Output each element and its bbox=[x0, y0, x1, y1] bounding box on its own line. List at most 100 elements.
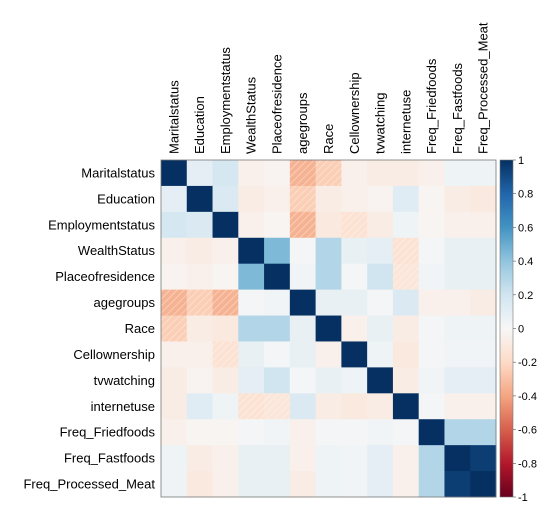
heatmap-cell-freq-fastfoods-cellownership bbox=[341, 445, 368, 472]
heatmap-cell-placeofresidence-placeofresidence bbox=[264, 263, 291, 291]
heatmap-cell-internetuse-race bbox=[315, 393, 342, 420]
heatmap-cell-freq-processed-meat-employmentstatus bbox=[212, 471, 239, 498]
heatmap-border bbox=[160, 159, 497, 498]
row-label-tvwatching: tvwatching bbox=[94, 373, 155, 388]
heatmap-cell-wealthstatus-education bbox=[186, 237, 213, 265]
column-label-freq-friedfoods: Freq_Friedfoods bbox=[424, 58, 439, 154]
row-label-freq-friedfoods: Freq_Friedfoods bbox=[60, 425, 156, 440]
heatmap-cell-education-education bbox=[186, 185, 213, 213]
colorbar-tick-label: -0.8 bbox=[518, 458, 537, 470]
heatmap-cell-maritalstatus-cellownership bbox=[341, 160, 368, 187]
heatmap-cell-freq-fastfoods-education bbox=[186, 445, 213, 472]
heatmap-cell-freq-processed-meat-internetuse bbox=[392, 471, 420, 498]
heatmap-cell-freq-friedfoods-maritalstatus bbox=[161, 419, 188, 446]
heatmap-cell-tvwatching-placeofresidence bbox=[264, 367, 291, 394]
heatmap-cell-internetuse-freq-fastfoods bbox=[444, 393, 471, 420]
heatmap-cell-hatch-placeofresidence-internetuse bbox=[392, 263, 419, 290]
heatmap-cell-tvwatching-agegroups bbox=[289, 367, 317, 394]
heatmap-cell-race-freq-friedfoods bbox=[418, 315, 445, 342]
heatmap-cell-wealthstatus-tvwatching bbox=[367, 237, 394, 265]
heatmap-cell-tvwatching-freq-friedfoods bbox=[418, 367, 445, 394]
heatmap-cell-tvwatching-tvwatching bbox=[367, 367, 394, 394]
column-label-wealthstatus: WealthStatus bbox=[244, 76, 259, 154]
heatmap-cell-freq-fastfoods-employmentstatus bbox=[212, 445, 239, 472]
heatmap-cell-freq-processed-meat-agegroups bbox=[289, 471, 317, 498]
row-label-employmentstatus: Employmentstatus bbox=[48, 217, 155, 232]
heatmap-cell-education-freq-processed-meat bbox=[470, 185, 497, 213]
heatmap-cell-race-placeofresidence bbox=[264, 315, 291, 342]
heatmap-cell-employmentstatus-education bbox=[186, 211, 213, 239]
row-labels: Maritalstatus Education Employmentstatus We… bbox=[23, 165, 155, 491]
heatmap-cell-internetuse-employmentstatus bbox=[212, 393, 239, 420]
heatmap-cell-internetuse-cellownership bbox=[341, 393, 368, 420]
heatmap-cell-wealthstatus-agegroups bbox=[289, 237, 317, 265]
heatmap-cell-race-tvwatching bbox=[367, 315, 394, 342]
heatmap-cell-freq-processed-meat-cellownership bbox=[341, 471, 368, 498]
heatmap-cell-freq-fastfoods-agegroups bbox=[289, 445, 317, 472]
heatmap-cell-agegroups-freq-processed-meat bbox=[470, 289, 497, 316]
heatmap-cell-tvwatching-cellownership bbox=[341, 367, 368, 394]
heatmap-cell-education-employmentstatus bbox=[212, 185, 239, 213]
heatmap-cell-agegroups-race bbox=[315, 289, 342, 316]
heatmap-cell-maritalstatus-freq-processed-meat bbox=[470, 160, 497, 187]
heatmap-cell-freq-friedfoods-placeofresidence bbox=[264, 419, 291, 446]
heatmap-cell-hatch-employmentstatus-agegroups bbox=[289, 211, 316, 238]
heatmap-cell-education-internetuse bbox=[392, 185, 420, 213]
heatmap-cell-freq-friedfoods-agegroups bbox=[289, 419, 317, 446]
heatmap-cell-cellownership-placeofresidence bbox=[264, 341, 291, 368]
heatmap-cell-wealthstatus-freq-processed-meat bbox=[470, 237, 497, 265]
heatmap-cell-cellownership-freq-processed-meat bbox=[470, 341, 497, 368]
column-label-race: Race bbox=[321, 124, 336, 154]
heatmap-cell-employmentstatus-internetuse bbox=[392, 211, 420, 239]
heatmap-cell-education-freq-friedfoods bbox=[418, 185, 445, 213]
heatmap-cell-freq-fastfoods-placeofresidence bbox=[264, 445, 291, 472]
heatmap-cell-placeofresidence-maritalstatus bbox=[161, 263, 188, 291]
colorbar-tick-label: 0 bbox=[518, 324, 524, 336]
colorbar-tick-label: 0.6 bbox=[518, 222, 533, 234]
heatmap-cell-wealthstatus-wealthstatus bbox=[238, 237, 265, 265]
heatmap-cell-freq-fastfoods-tvwatching bbox=[367, 445, 394, 472]
heatmap-cell-hatch-agegroups-maritalstatus bbox=[161, 289, 187, 316]
heatmap-cell-freq-fastfoods-internetuse bbox=[392, 445, 420, 472]
heatmap-cell-cellownership-agegroups bbox=[289, 341, 317, 368]
heatmap-cell-wealthstatus-freq-friedfoods bbox=[418, 237, 445, 265]
heatmap-cell-maritalstatus-education bbox=[186, 160, 213, 187]
heatmap-cell-wealthstatus-cellownership bbox=[341, 237, 368, 265]
heatmap-cell-tvwatching-wealthstatus bbox=[238, 367, 265, 394]
heatmap-cell-race-internetuse bbox=[392, 315, 420, 342]
heatmap-cell-hatch-internetuse-wealthstatus bbox=[238, 393, 265, 420]
heatmap-cell-cellownership-tvwatching bbox=[367, 341, 394, 368]
heatmap-cell-cellownership-freq-fastfoods bbox=[444, 341, 471, 368]
heatmap-cell-hatch-education-agegroups bbox=[289, 185, 316, 212]
heatmap-cell-internetuse-freq-friedfoods bbox=[418, 393, 445, 420]
heatmap-cell-employmentstatus-placeofresidence bbox=[264, 211, 291, 239]
colorbar-tick-label: 1 bbox=[518, 155, 524, 167]
heatmap-cell-tvwatching-employmentstatus bbox=[212, 367, 239, 394]
heatmap-cell-hatch-agegroups-employmentstatus bbox=[212, 289, 239, 316]
colorbar-tick-label: -0.4 bbox=[518, 391, 537, 403]
heatmap-cell-maritalstatus-wealthstatus bbox=[238, 160, 265, 187]
column-label-freq-processed-meat: Freq_Processed_Meat bbox=[476, 22, 491, 154]
heatmap-cell-tvwatching-freq-processed-meat bbox=[470, 367, 497, 394]
colorbar-tick-label: -0.6 bbox=[518, 425, 537, 437]
heatmap-cell-hatch-race-maritalstatus bbox=[161, 315, 187, 342]
heatmap-cell-tvwatching-maritalstatus bbox=[161, 367, 188, 394]
heatmap-cell-internetuse-internetuse bbox=[392, 393, 420, 420]
heatmap-cell-placeofresidence-education bbox=[186, 263, 213, 291]
heatmap-cell-race-education bbox=[186, 315, 213, 342]
heatmap-cell-race-race bbox=[315, 315, 342, 342]
heatmap-cell-agegroups-cellownership bbox=[341, 289, 368, 316]
row-label-freq-fastfoods: Freq_Fastfoods bbox=[64, 451, 156, 466]
heatmap-cell-tvwatching-race bbox=[315, 367, 342, 394]
heatmap-cell-hatch-agegroups-education bbox=[186, 289, 213, 316]
heatmap-cell-maritalstatus-placeofresidence bbox=[264, 160, 291, 187]
heatmap-cell-freq-friedfoods-wealthstatus bbox=[238, 419, 265, 446]
heatmap-cell-freq-friedfoods-employmentstatus bbox=[212, 419, 239, 446]
heatmap-cell-freq-processed-meat-race bbox=[315, 471, 342, 498]
heatmap-cell-freq-friedfoods-freq-fastfoods bbox=[444, 419, 471, 446]
heatmap-cell-freq-processed-meat-tvwatching bbox=[367, 471, 394, 498]
heatmap-cell-maritalstatus-employmentstatus bbox=[212, 160, 239, 187]
heatmap-cell-agegroups-freq-friedfoods bbox=[418, 289, 445, 316]
heatmap-cell-maritalstatus-tvwatching bbox=[367, 160, 394, 187]
